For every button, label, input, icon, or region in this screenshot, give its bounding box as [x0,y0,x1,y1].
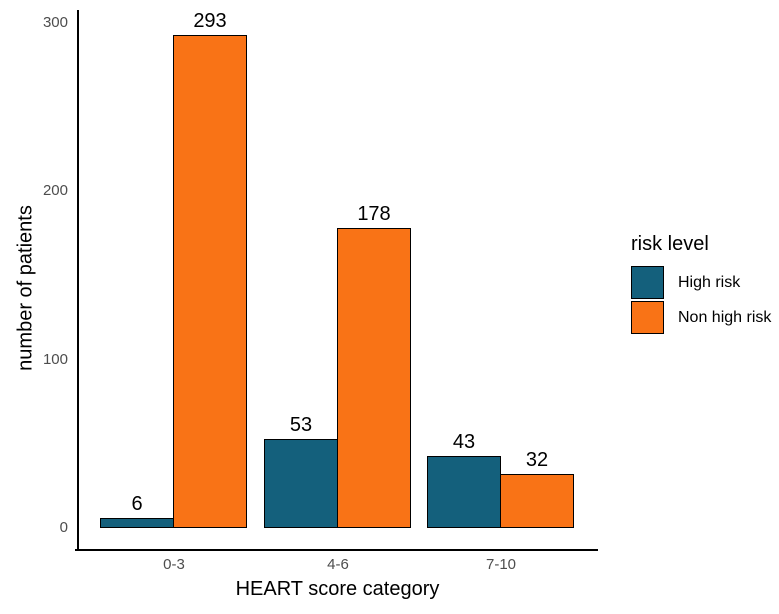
x-axis-line [75,549,598,551]
legend: risk level High risk Non high risk [631,233,771,336]
legend-title: risk level [631,233,709,255]
legend-swatch-icon [631,301,664,334]
x-tick-label-7-10: 7-10 [485,556,517,573]
bar-7-10-high-risk [427,455,501,528]
x-tick-label-0-3: 0-3 [163,556,185,573]
bar-4-6-high-risk [264,438,338,528]
bar-value-label: 53 [289,413,313,436]
x-axis-title: HEART score category [235,578,440,600]
y-axis-title: number of patients [14,205,37,371]
bar-4-6-non-high-risk [337,228,411,528]
bar-value-label: 43 [452,430,476,453]
y-tick-label: 200 [42,182,68,200]
y-axis-line [77,10,79,551]
bar-value-label: 178 [357,203,391,226]
bar-value-label: 6 [131,492,143,515]
legend-item-high-risk: High risk [631,266,771,299]
bar-value-label: 32 [525,449,549,472]
legend-label: Non high risk [678,308,772,326]
x-tick-label-4-6: 4-6 [327,556,349,573]
legend-label: High risk [678,273,741,291]
y-tick-label: 0 [59,519,68,536]
bar-7-10-non-high-risk [500,474,574,528]
legend-items: High risk Non high risk [631,266,771,334]
y-tick-label: 100 [42,350,68,368]
legend-item-non-high-risk: Non high risk [631,301,771,334]
bar-0-3-high-risk [100,517,174,528]
plot-panel: 6 293 53 178 43 32 [75,9,598,551]
bar-0-3-non-high-risk [173,34,247,528]
bar-value-label: 293 [193,9,227,32]
legend-swatch-icon [631,266,664,299]
y-tick-label: 300 [42,14,68,32]
